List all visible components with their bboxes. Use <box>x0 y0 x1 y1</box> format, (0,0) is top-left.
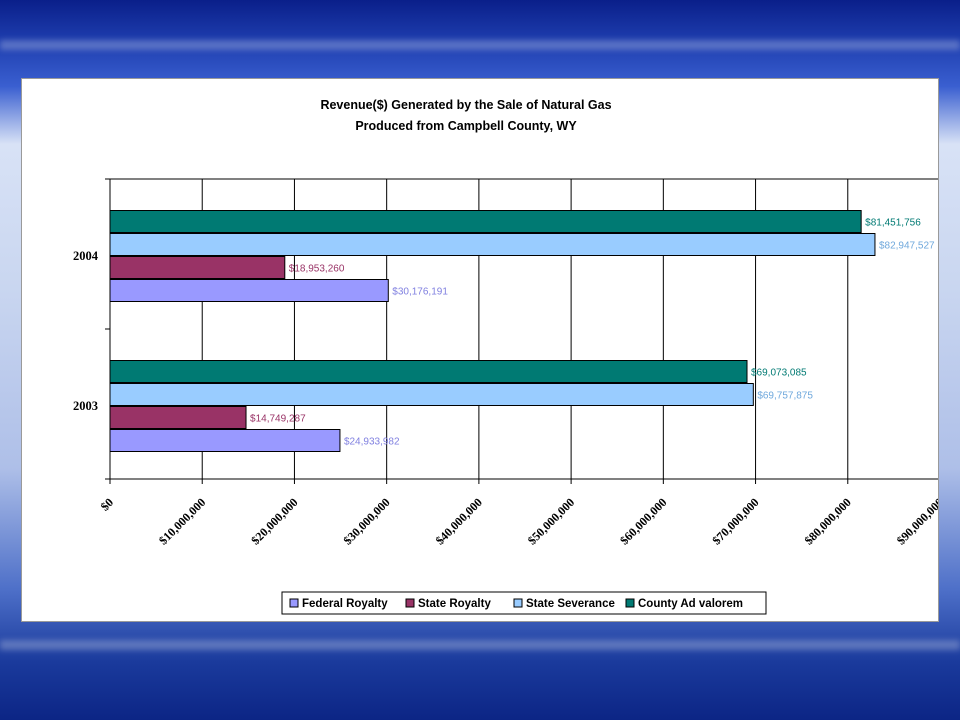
y-category-label: 2003 <box>73 399 98 413</box>
legend-box <box>281 591 767 615</box>
data-label-layer: $81,451,756 $82,947,527 $18,953,260 $30,176… <box>250 218 935 448</box>
bar <box>109 429 341 452</box>
bar <box>109 256 286 279</box>
x-tick-label: $50,000,000 <box>525 495 577 547</box>
data-label: $14,749,287 <box>250 414 306 425</box>
background-streak <box>0 640 960 650</box>
legend-swatch <box>289 598 299 608</box>
x-tick-label: $0 <box>98 495 116 513</box>
data-label: $81,451,756 <box>865 218 921 229</box>
data-label: $69,073,085 <box>751 368 807 379</box>
background-streak <box>0 40 960 50</box>
x-tick-label: $30,000,000 <box>340 495 392 547</box>
legend-label: County Ad valorem <box>638 598 743 610</box>
x-tick-label: $90,000,000 <box>894 495 938 547</box>
chart-subtitle: Produced from Campbell County, WY <box>355 119 577 133</box>
data-label: $30,176,191 <box>392 287 448 298</box>
legend-label: State Royalty <box>418 598 491 610</box>
chart-frame: Revenue($) Generated by the Sale of Natu… <box>21 78 939 622</box>
x-tick-label: $40,000,000 <box>433 495 485 547</box>
chart-canvas: Revenue($) Generated by the Sale of Natu… <box>73 98 938 615</box>
bar <box>109 233 876 256</box>
x-tick-label: $60,000,000 <box>617 495 669 547</box>
legend-swatch <box>405 598 415 608</box>
data-label: $69,757,875 <box>757 391 813 402</box>
bar <box>109 360 748 383</box>
x-tick-label: $10,000,000 <box>156 495 208 547</box>
legend-label: State Severance <box>526 598 615 610</box>
x-tick-label: $80,000,000 <box>802 495 854 547</box>
bar-layer <box>109 210 876 452</box>
legend-label: Federal Royalty <box>302 598 388 610</box>
x-tick-label: $20,000,000 <box>248 495 300 547</box>
legend: Federal Royalty State Royalty State Severa… <box>281 591 767 615</box>
bar <box>109 383 754 406</box>
chart-title: Revenue($) Generated by the Sale of Natu… <box>320 98 611 112</box>
y-category-label: 2004 <box>73 249 99 263</box>
bar <box>109 406 247 429</box>
data-label: $18,953,260 <box>289 264 345 275</box>
x-tick-label: $70,000,000 <box>709 495 761 547</box>
data-label: $24,933,982 <box>344 437 400 448</box>
legend-swatch <box>513 598 523 608</box>
legend-swatch <box>625 598 635 608</box>
data-label: $82,947,527 <box>879 241 935 252</box>
bar <box>109 210 862 233</box>
bar <box>109 279 389 302</box>
